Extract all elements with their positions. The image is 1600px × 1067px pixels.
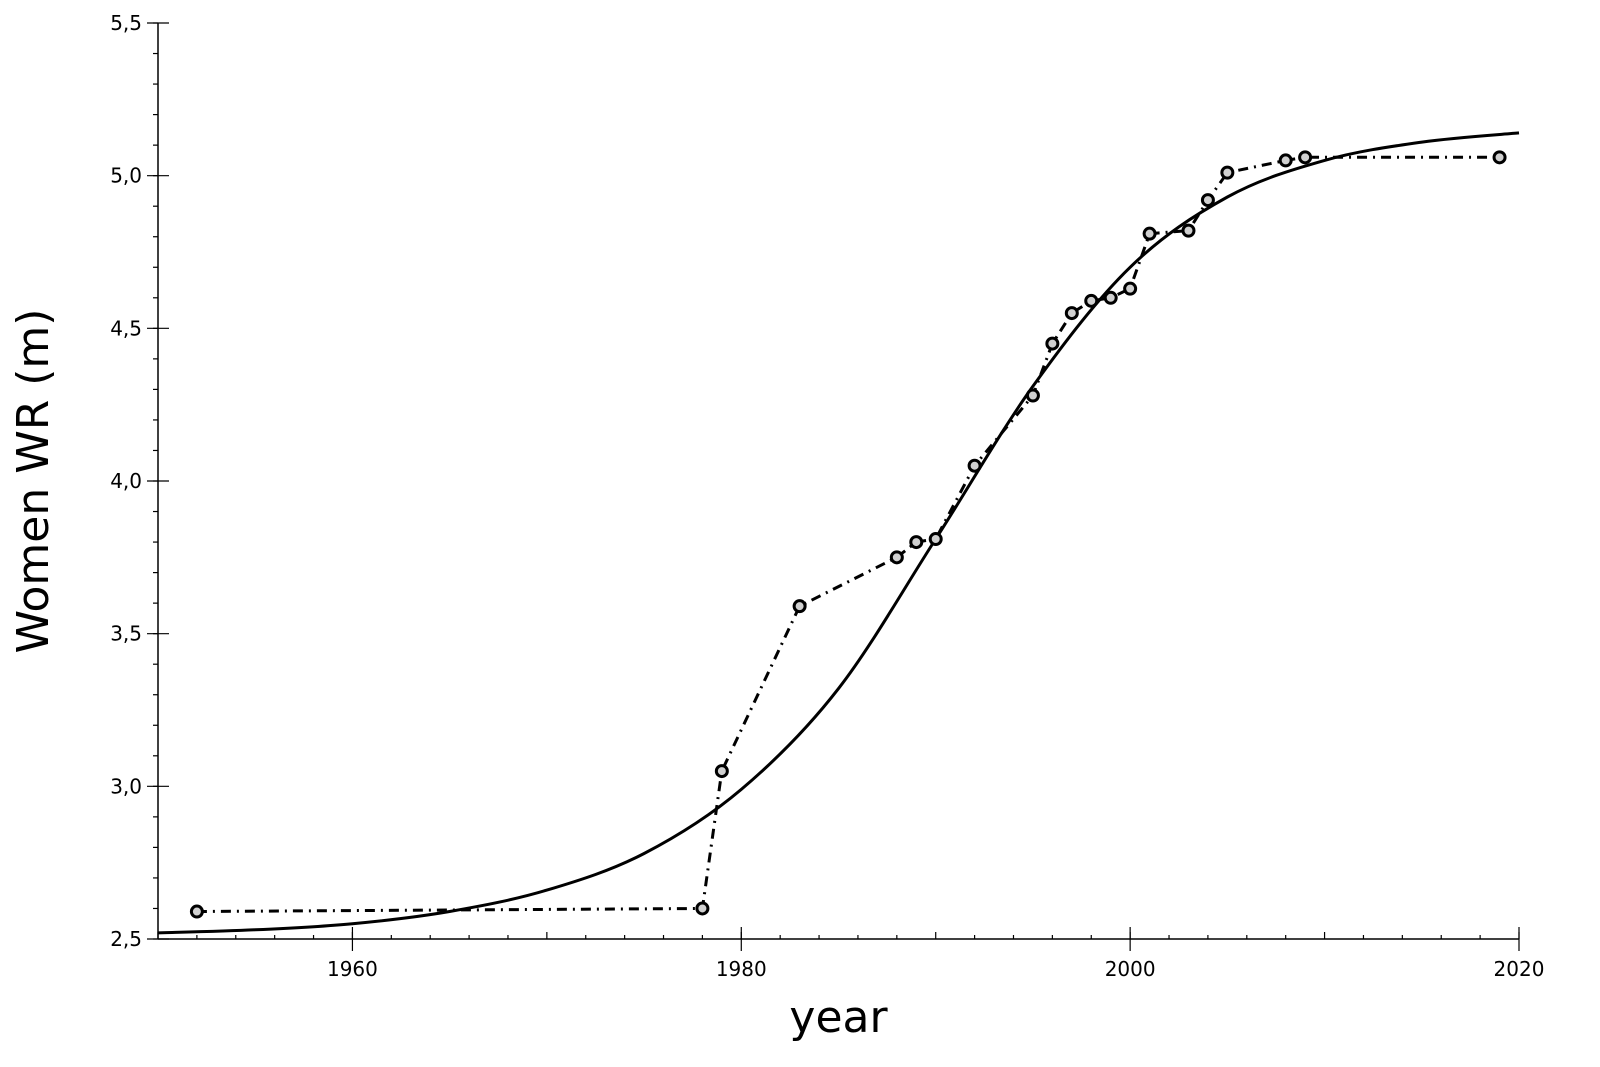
y-tick-label: 5,0 <box>110 164 142 188</box>
record-point <box>1492 150 1507 165</box>
record-point <box>1200 193 1215 208</box>
record-point <box>889 550 904 565</box>
x-tick-label: 2000 <box>1105 957 1156 981</box>
record-point <box>714 764 729 779</box>
record-point <box>1181 223 1196 238</box>
record-point <box>1084 293 1099 308</box>
x-axis-title: year <box>789 992 888 1043</box>
record-point <box>1278 153 1293 168</box>
ticks-layer: 2,5 3,0 3,5 4,0 4,5 5,0 5,5 1960 1980 2000 2020 <box>110 11 1544 981</box>
record-point <box>967 458 982 473</box>
x-tick-label: 2020 <box>1494 957 1545 981</box>
x-tick-label: 1980 <box>716 957 767 981</box>
record-point <box>1103 290 1118 305</box>
y-tick-label: 4,0 <box>110 469 142 493</box>
fit-curve-line <box>157 131 1520 935</box>
record-point <box>695 901 710 916</box>
record-point <box>1045 336 1060 351</box>
record-series-line <box>196 155 1500 913</box>
record-point <box>1220 165 1235 180</box>
record-point <box>1123 281 1138 296</box>
y-tick-label: 4,5 <box>110 316 142 340</box>
y-axis-title: Women WR (m) <box>8 309 59 654</box>
series-layer <box>157 131 1520 935</box>
y-tick-label: 2,5 <box>110 927 142 951</box>
record-point <box>1025 388 1040 403</box>
record-point <box>189 904 204 919</box>
y-tick-label: 5,5 <box>110 11 142 35</box>
record-point <box>1142 226 1157 241</box>
y-tick-label: 3,0 <box>110 774 142 798</box>
record-point <box>909 535 924 550</box>
record-point <box>792 599 807 614</box>
record-point <box>1298 150 1313 165</box>
y-tick-label: 3,5 <box>110 622 142 646</box>
record-point <box>928 532 943 547</box>
x-tick-label: 1960 <box>327 957 378 981</box>
record-point <box>1064 306 1079 321</box>
